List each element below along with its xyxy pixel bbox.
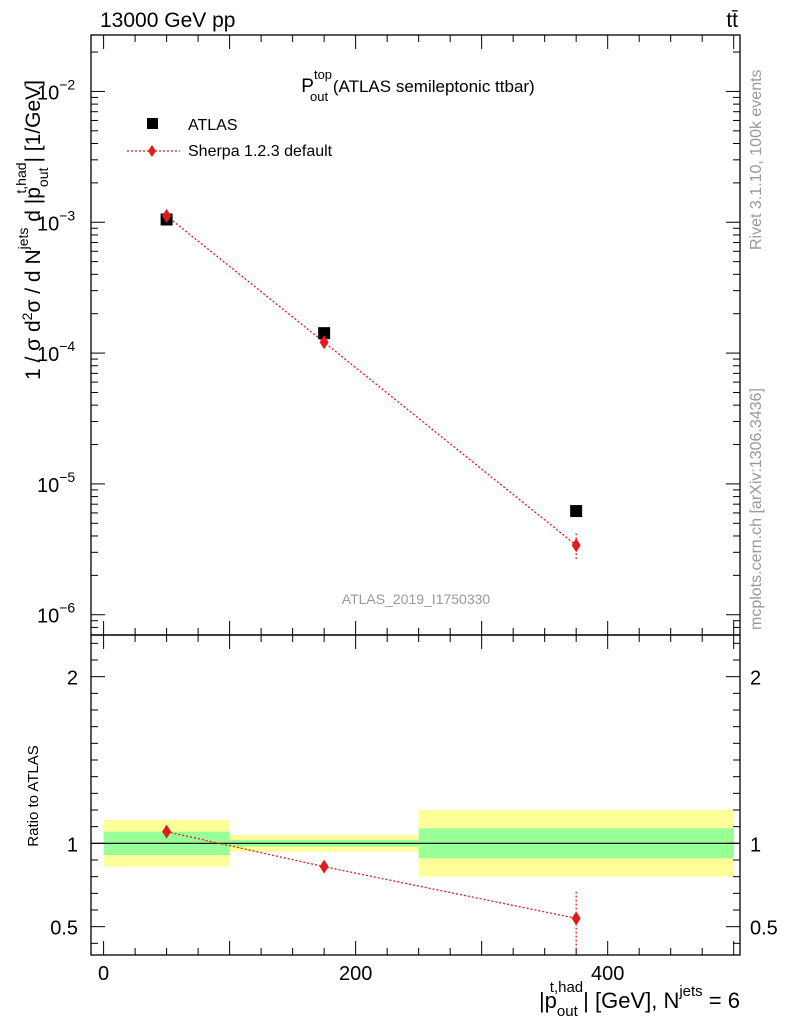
tick-exponent: −4 [59, 338, 75, 354]
ratio-frame [90, 634, 741, 956]
ylabel-sub3: out [35, 168, 51, 188]
sherpa-line [166, 215, 577, 546]
tick-exponent: −6 [59, 600, 75, 616]
tick-base: 10 [37, 82, 59, 104]
tick-exponent: −2 [59, 76, 75, 92]
main-y-tick-label: 10−6 [37, 600, 75, 628]
legend-atlas-label: ATLAS [188, 117, 238, 134]
ratio-sherpa-point [162, 824, 172, 839]
xlabel-p2: | [GeV], N [583, 988, 679, 1013]
main-title: Ptop out (ATLAS semileptonic ttbar) [301, 67, 534, 104]
ratio-y-tick-label: 2 [67, 668, 78, 690]
legend: ATLAS Sherpa 1.2.3 default [127, 117, 333, 160]
ylabel-sup3: t,had [13, 162, 29, 193]
main-y-tick-label: 10−3 [37, 207, 75, 235]
main-y-tick-label: 10−2 [37, 76, 75, 104]
xlabel-sub: out [557, 1003, 579, 1020]
ratio-axis-ticks: 0.5 0.5 1 1 2 2 0 200 400 [50, 635, 778, 985]
atlas-point [570, 505, 583, 518]
x-tick-label: 400 [591, 963, 624, 985]
sherpa-point [162, 208, 172, 223]
ylabel-sup1: 2 [19, 312, 35, 320]
xlabel-sup2: jets [678, 983, 702, 1000]
atlas-point [318, 327, 331, 340]
ratio-data-marks [162, 824, 581, 950]
main-y-tick-label: 10−4 [37, 338, 75, 366]
ratio-y-tick-label: 0.5 [50, 918, 78, 940]
sherpa-line-path [166, 215, 577, 546]
legend-sherpa-marker [148, 145, 156, 157]
main-axis-ticks: 10−610−510−410−310−2 [37, 35, 740, 636]
rivet-label: Rivet 3.1.10, 100k events [748, 69, 765, 250]
ratio-panel: 0.5 0.5 1 1 2 2 0 200 400 Ratio to ATLAS |pout t,… [25, 634, 778, 1020]
tick-base: 10 [37, 213, 59, 235]
xlabel-sup: t,had [550, 979, 583, 996]
ylabel-sup2: jets [15, 228, 31, 251]
xlabel-p1: |p [539, 988, 557, 1013]
ylabel-p2: σ / d N [22, 249, 45, 312]
title-sup: top [314, 67, 332, 82]
ratio-bands [91, 810, 740, 877]
tick-exponent: −3 [59, 207, 75, 223]
title-rest: (ATLAS semileptonic ttbar) [328, 77, 535, 96]
x-tick-label: 200 [339, 963, 372, 985]
ratio-sherpa-point [571, 911, 581, 926]
ratio-y-tick-label-right: 1 [750, 834, 761, 856]
ratio-y-tick-label-right: 2 [750, 668, 761, 690]
ratio-sherpa-point [319, 859, 329, 874]
sherpa-point [319, 335, 329, 350]
tick-base: 10 [37, 475, 59, 497]
main-panel: 10−610−510−410−310−2 Ptop out (ATLAS semi… [13, 34, 741, 636]
main-data-marks [160, 208, 583, 561]
tick-exponent: −5 [59, 469, 75, 485]
header-left: 13000 GeV pp [100, 9, 235, 32]
legend-atlas-marker [147, 118, 158, 129]
ratio-y-label: Ratio to ATLAS [25, 745, 42, 846]
ylabel-p4: | [1/GeV] [22, 80, 45, 163]
title-main: P [301, 76, 314, 97]
sherpa-point [571, 538, 581, 553]
xlabel-p3: = 6 [703, 988, 740, 1013]
watermark: ATLAS_2019_I1750330 [342, 591, 491, 607]
header-right: tt̄ [726, 9, 738, 32]
legend-sherpa-label: Sherpa 1.2.3 default [188, 143, 333, 160]
main-y-label: 1 / σ d2σ / d Njets d |pout t,had| [1/GeV… [13, 80, 51, 380]
ratio-y-tick-label: 1 [67, 834, 78, 856]
ylabel-p1: 1 / σ d [22, 320, 45, 380]
ratio-y-tick-label-right: 0.5 [750, 918, 778, 940]
ylabel-p3: d |p [22, 187, 45, 227]
tick-base: 10 [37, 606, 59, 628]
title-sub: out [310, 89, 328, 104]
x-tick-label: 0 [98, 963, 109, 985]
tick-base: 10 [37, 344, 59, 366]
main-y-tick-label: 10−5 [37, 469, 75, 497]
x-axis-label: |pout t,had| [GeV], Njets = 6 [539, 979, 740, 1020]
mcplots-label: mcplots.cern.ch [arXiv:1306.3436] [748, 388, 765, 630]
